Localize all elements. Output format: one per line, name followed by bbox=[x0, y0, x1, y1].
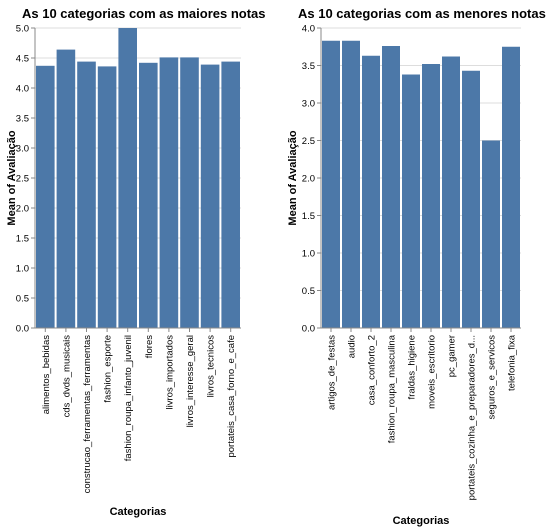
bar-fraldas_higiene bbox=[402, 74, 420, 328]
chart-title: As 10 categorias com as menores notas bbox=[298, 6, 546, 21]
x-tick-label: livros_tecnicos bbox=[206, 335, 217, 398]
bar-audio bbox=[342, 40, 360, 328]
y-tick-label: 4.0 bbox=[302, 24, 315, 35]
chart-title: As 10 categorias com as maiores notas bbox=[22, 6, 266, 21]
y-tick-label: 0.0 bbox=[302, 324, 315, 335]
y-tick-label: 1.0 bbox=[302, 249, 315, 260]
bar-construcao_ferramentas_ferramentas bbox=[77, 61, 96, 328]
x-tick-label: audio bbox=[347, 335, 358, 358]
y-tick-label: 0.0 bbox=[16, 324, 29, 335]
y-tick-label: 2.5 bbox=[16, 174, 29, 185]
x-tick-label: cds_dvds_musicais bbox=[61, 335, 72, 418]
x-tick-label: seguros_e_servicos bbox=[487, 335, 498, 420]
x-tick-label: portateis_cozinha_e_preparadores_d... bbox=[467, 335, 478, 500]
bar-seguros_e_servicos bbox=[482, 140, 500, 328]
x-tick-label: construcao_ferramentas_ferramentas bbox=[82, 335, 93, 494]
x-tick-label: telefonia_fixa bbox=[507, 334, 518, 391]
y-tick-label: 0.5 bbox=[302, 286, 315, 297]
y-tick-label: 3.0 bbox=[16, 144, 29, 155]
y-tick-label: 4.0 bbox=[16, 84, 29, 95]
bar-telefonia_fixa bbox=[502, 46, 520, 328]
x-tick-label: flores bbox=[144, 335, 155, 358]
bar-portateis_casa_forno_e_cafe bbox=[221, 61, 240, 328]
bar-fashion_roupa_infanto_juvenil bbox=[118, 28, 137, 328]
bar-livros_interesse_geral bbox=[180, 57, 199, 329]
chart-2: As 10 categorias com as menores notas 0.0… bbox=[287, 6, 546, 527]
y-tick-label: 1.5 bbox=[302, 211, 315, 222]
x-tick-label: livros_interesse_geral bbox=[185, 335, 196, 427]
bar-artigos_de_festas bbox=[322, 40, 340, 328]
bar-fashion_esporte bbox=[97, 66, 117, 329]
bar-livros_tecnicos bbox=[200, 64, 220, 328]
x-tick-label: moveis_escritorio bbox=[427, 335, 438, 409]
y-axis-title: Mean of Avaliação bbox=[6, 130, 18, 225]
y-tick-label: 2.0 bbox=[16, 204, 29, 215]
x-tick-label: fashion_esporte bbox=[103, 335, 114, 403]
x-tick-label: pc_gamer bbox=[447, 335, 458, 377]
y-tick-label: 2.5 bbox=[302, 136, 315, 147]
chart-1: As 10 categorias com as maiores notas 0.0… bbox=[6, 6, 266, 518]
bar-casa_conforto_2 bbox=[362, 55, 380, 328]
bar-cds_dvds_musicais bbox=[56, 49, 76, 328]
y-tick-label: 1.5 bbox=[16, 234, 29, 245]
bar-alimentos_bebidas bbox=[36, 65, 55, 329]
x-tick-label: fashion_roupa_infanto_juvenil bbox=[123, 335, 134, 461]
bar-portateis_cozinha_e_preparadores_d... bbox=[462, 70, 480, 328]
x-tick-label: livros_importados bbox=[164, 335, 175, 410]
x-tick-label: artigos_de_festas bbox=[327, 335, 338, 410]
bar-fashion_roupa_masculina bbox=[382, 46, 400, 328]
y-tick-label: 3.5 bbox=[302, 61, 315, 72]
x-tick-label: fraldas_higiene bbox=[407, 335, 418, 399]
x-tick-label: alimentos_bebidas bbox=[41, 335, 52, 414]
y-tick-label: 3.0 bbox=[302, 99, 315, 110]
x-axis-title: Categorias bbox=[110, 506, 167, 518]
bar-livros_importados bbox=[159, 57, 179, 329]
y-tick-label: 4.5 bbox=[16, 54, 29, 65]
bar-flores bbox=[139, 62, 158, 329]
x-tick-label: casa_conforto_2 bbox=[367, 335, 378, 405]
bar-pc_gamer bbox=[442, 56, 460, 328]
y-tick-label: 2.0 bbox=[302, 174, 315, 185]
x-tick-label: fashion_roupa_masculina bbox=[387, 334, 398, 443]
x-axis-title: Categorias bbox=[393, 515, 450, 527]
x-tick-label: portateis_casa_forno_e_cafe bbox=[226, 335, 237, 458]
y-tick-label: 5.0 bbox=[16, 24, 29, 35]
y-axis-title: Mean of Avaliação bbox=[287, 130, 299, 225]
y-tick-label: 1.0 bbox=[16, 264, 29, 275]
y-tick-label: 3.5 bbox=[16, 114, 29, 125]
y-tick-label: 0.5 bbox=[16, 294, 29, 305]
bar-moveis_escritorio bbox=[422, 64, 440, 328]
